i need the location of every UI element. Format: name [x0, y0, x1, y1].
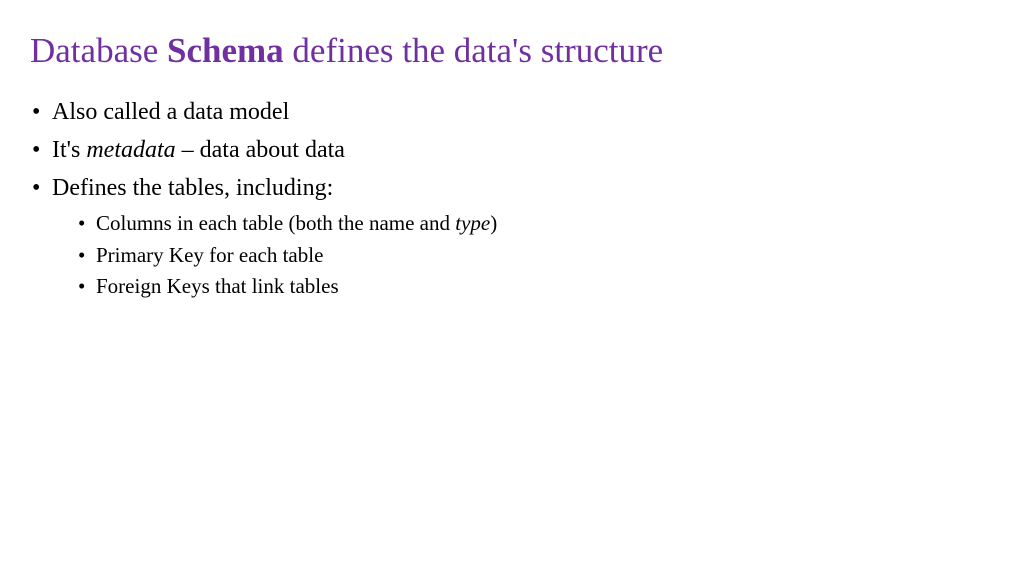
- bullet-text: Defines the tables, including:: [52, 175, 333, 201]
- bullet-prefix: Columns in each table (both the name and: [96, 211, 455, 235]
- title-part3: defines the data's structure: [284, 31, 664, 70]
- list-item: Primary Key for each table: [30, 240, 994, 272]
- bullet-list: Also called a data model It's metadata –…: [30, 94, 994, 303]
- bullet-suffix: ): [490, 211, 497, 235]
- list-item: Foreign Keys that link tables: [30, 271, 994, 303]
- bullet-text: Foreign Keys that link tables: [96, 274, 339, 298]
- title-part2: Schema: [167, 31, 284, 70]
- bullet-italic: type: [455, 211, 490, 235]
- bullet-italic: metadata: [86, 137, 175, 163]
- list-item: Also called a data model: [30, 94, 994, 130]
- bullet-text: Also called a data model: [52, 99, 289, 125]
- slide-title: Database Schema defines the data's struc…: [30, 30, 994, 72]
- bullet-prefix: It's: [52, 137, 86, 163]
- list-item: It's metadata – data about data: [30, 132, 994, 168]
- list-item: Defines the tables, including:: [30, 170, 994, 206]
- title-part1: Database: [30, 31, 167, 70]
- bullet-suffix: – data about data: [176, 137, 345, 163]
- list-item: Columns in each table (both the name and…: [30, 208, 994, 240]
- bullet-text: Primary Key for each table: [96, 243, 323, 267]
